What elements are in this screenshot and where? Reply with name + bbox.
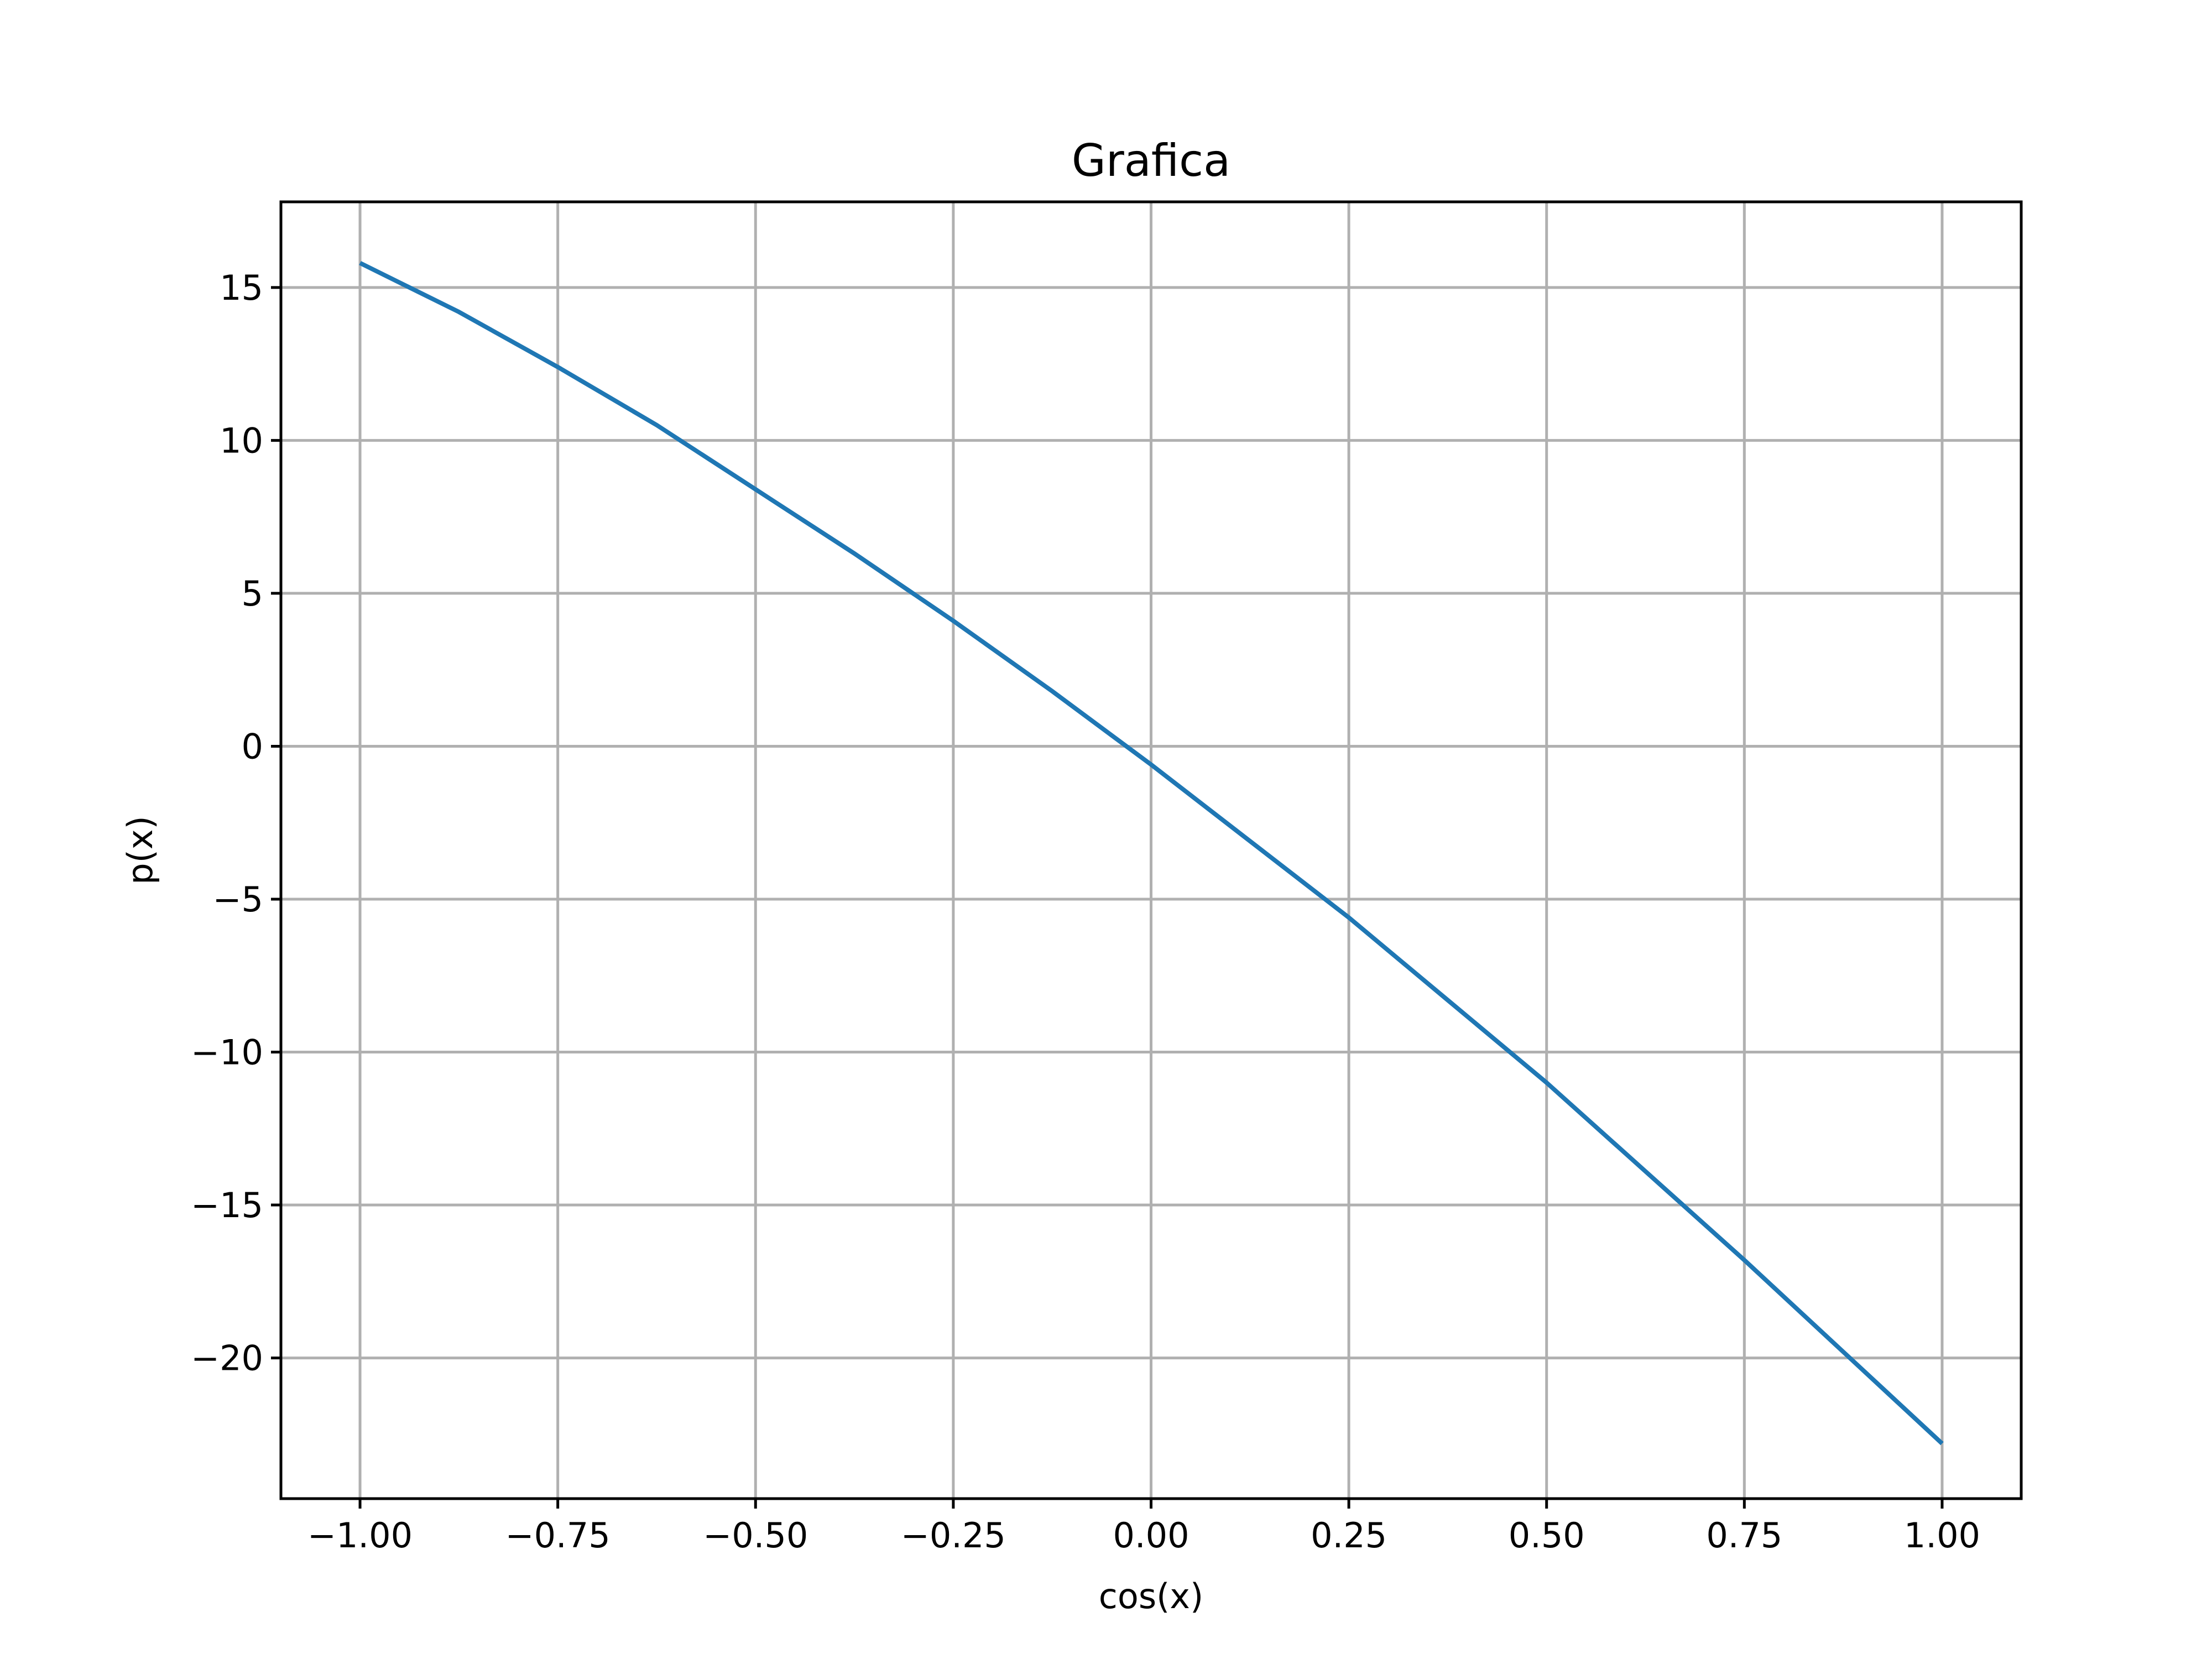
y-tick-label: −15	[191, 1185, 263, 1225]
x-tick-label: 1.00	[1904, 1515, 1980, 1556]
y-tick-label: −10	[191, 1032, 263, 1073]
x-axis-label: cos(x)	[1099, 1576, 1203, 1616]
x-tick-label: 0.00	[1113, 1515, 1189, 1556]
x-tick-label: −0.25	[901, 1515, 1006, 1556]
x-tick-label: −1.00	[307, 1515, 413, 1556]
y-tick-label: −5	[213, 879, 263, 920]
x-tick-label: 0.50	[1509, 1515, 1585, 1556]
y-tick-label: 0	[242, 726, 263, 766]
grid	[281, 202, 2021, 1499]
y-tick-label: 15	[220, 268, 263, 308]
y-axis-label: p(x)	[120, 816, 160, 884]
chart-title: Grafica	[1072, 135, 1230, 186]
x-tick-label: 0.25	[1311, 1515, 1387, 1556]
x-tick-label: −0.50	[703, 1515, 808, 1556]
x-tick-label: −0.75	[505, 1515, 611, 1556]
x-tick-label: 0.75	[1706, 1515, 1782, 1556]
series-line	[359, 261, 1944, 1446]
series-layer	[359, 261, 1944, 1446]
ticks: −1.00 −0.75 −0.50 −0.25 0.00 0.25 0.50 0.75 1.00…	[191, 268, 1980, 1556]
y-tick-label: 10	[220, 420, 263, 461]
y-tick-label: −20	[191, 1338, 263, 1379]
y-tick-label: 5	[242, 573, 263, 614]
